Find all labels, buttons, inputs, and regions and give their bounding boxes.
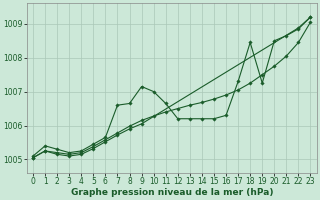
X-axis label: Graphe pression niveau de la mer (hPa): Graphe pression niveau de la mer (hPa) [70,188,273,197]
